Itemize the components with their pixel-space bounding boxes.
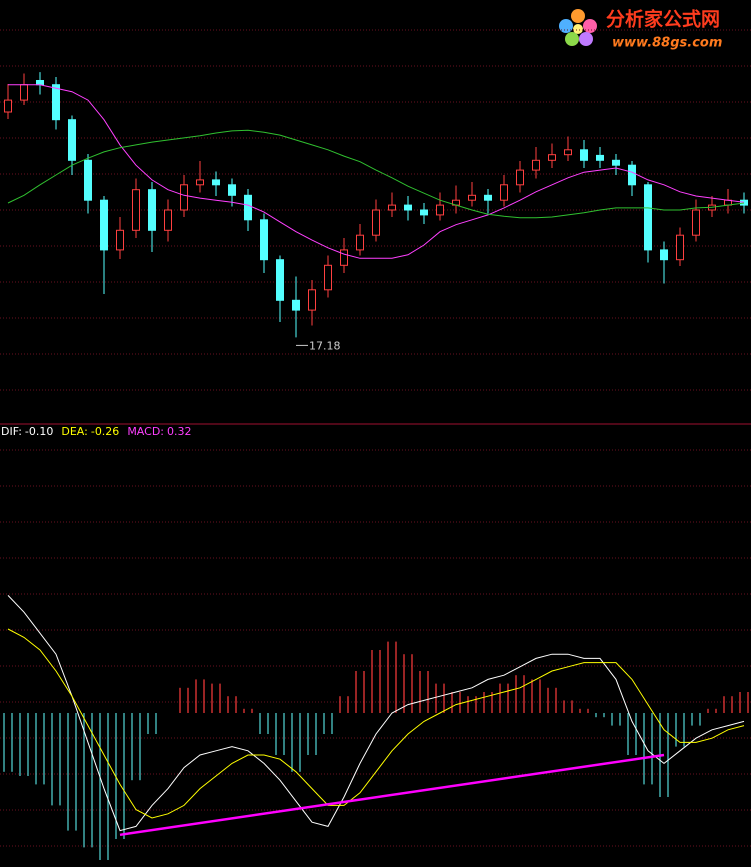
- logo-petal: [571, 9, 585, 23]
- candle-body: [196, 179, 204, 186]
- candle-body: [292, 299, 300, 311]
- candle-body: [372, 209, 380, 236]
- series-line: [8, 84, 745, 259]
- candle-body: [628, 164, 636, 186]
- candle-body: [740, 199, 748, 206]
- logo-petal: [579, 32, 593, 46]
- series-line: [7, 628, 745, 819]
- series-line: [7, 595, 745, 832]
- legend-name: DEA:: [61, 425, 87, 438]
- candle-body: [612, 159, 620, 166]
- candle-body: [228, 184, 236, 196]
- trend-line: [119, 753, 665, 837]
- candle-body: [212, 179, 220, 186]
- candle-body: [4, 99, 12, 113]
- candle-body: [516, 169, 524, 186]
- candle-body: [500, 184, 508, 201]
- legend-value: -0.10: [25, 425, 53, 438]
- candle-body: [100, 199, 108, 251]
- candle-body: [532, 159, 540, 171]
- candle-body: [564, 149, 572, 156]
- candle-body: [276, 259, 284, 301]
- candle-body: [20, 84, 28, 101]
- candle-body: [356, 234, 364, 251]
- logo-petal: [559, 19, 573, 33]
- candle-body: [132, 189, 140, 231]
- candle-body: [436, 204, 444, 216]
- candle-body: [68, 119, 76, 161]
- legend-name: DIF:: [1, 425, 22, 438]
- logo-center: [573, 24, 583, 34]
- candle-body: [148, 189, 156, 231]
- candle-body: [388, 204, 396, 211]
- logo-title: 分析家公式网: [606, 8, 720, 31]
- candle-body: [404, 204, 412, 211]
- candle-body: [676, 234, 684, 261]
- logo-petal: [583, 19, 597, 33]
- candle-body: [260, 219, 268, 261]
- low-label: 17.18: [309, 339, 341, 352]
- candle-body: [340, 249, 348, 266]
- logo-url: www.88gs.com: [612, 36, 722, 51]
- candle-body: [308, 289, 316, 311]
- legend-value: 0.32: [167, 425, 192, 438]
- candle-body: [596, 154, 604, 161]
- candle-body: [84, 159, 92, 201]
- legend-value: -0.26: [91, 425, 119, 438]
- candle-body: [580, 149, 588, 161]
- candle-body: [116, 229, 124, 251]
- candle-body: [36, 80, 44, 86]
- series-line: [7, 129, 745, 219]
- legend-name: MACD:: [127, 425, 164, 438]
- candle-body: [244, 194, 252, 221]
- candle-body: [644, 184, 652, 251]
- candle-body: [164, 209, 172, 231]
- candle-body: [324, 264, 332, 291]
- candle-body: [692, 209, 700, 236]
- candle-body: [660, 249, 668, 261]
- macd-legend: DIF: -0.10 DEA: -0.26 MACD: 0.32: [1, 425, 192, 438]
- candle-body: [180, 184, 188, 211]
- candle-body: [484, 194, 492, 201]
- candle-body: [548, 154, 556, 161]
- logo-petal: [565, 32, 579, 46]
- logo: 分析家公式网 www.88gs.com: [559, 8, 722, 51]
- candle-body: [52, 84, 60, 121]
- candle-body: [420, 209, 428, 216]
- candle-body: [468, 194, 476, 201]
